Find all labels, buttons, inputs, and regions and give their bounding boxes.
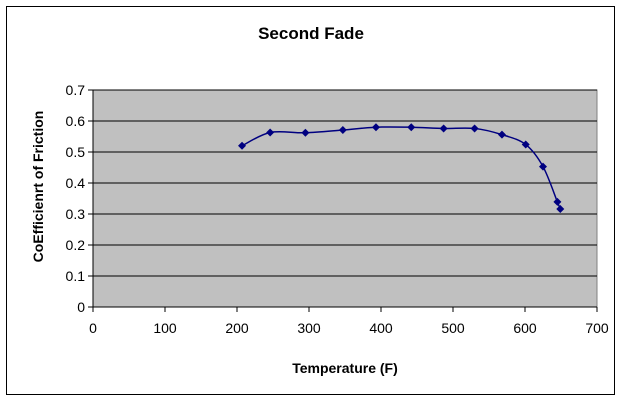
data-point-marker xyxy=(539,162,547,171)
gridlines xyxy=(93,89,597,277)
data-point-marker xyxy=(439,124,448,133)
data-point-marker xyxy=(301,128,310,137)
chart-title: Second Fade xyxy=(258,24,364,43)
y-tick-label: 0.5 xyxy=(66,144,86,160)
y-axis-title: CoEfficienrt of Friction xyxy=(30,111,46,263)
chart-svg: 0 0.1 0.2 0.3 0.4 0.5 0.6 0.7 0 100 200 300 400 500 60… xyxy=(30,24,609,376)
x-tick-label: 300 xyxy=(297,320,321,336)
x-tick-label: 500 xyxy=(441,320,465,336)
data-point-marker xyxy=(238,141,247,150)
chart-frame: 0 0.1 0.2 0.3 0.4 0.5 0.6 0.7 0 100 200 300 400 500 60… xyxy=(6,6,615,395)
x-tick-label: 400 xyxy=(369,320,393,336)
data-point-marker xyxy=(553,197,562,206)
y-tick-label: 0.7 xyxy=(66,82,86,98)
series-group xyxy=(238,123,565,214)
y-tick-label: 0.6 xyxy=(66,113,86,129)
x-tick-label: 600 xyxy=(513,320,537,336)
plot-area xyxy=(92,89,598,308)
data-point-marker xyxy=(371,123,380,132)
data-point-marker xyxy=(407,123,416,132)
x-tick-label: 200 xyxy=(225,320,249,336)
data-point-marker xyxy=(338,125,347,134)
axes xyxy=(88,89,598,312)
data-point-marker xyxy=(497,130,506,139)
x-tick-label: 700 xyxy=(585,320,609,336)
data-point-marker xyxy=(266,128,275,137)
y-tick-label: 0.1 xyxy=(66,268,86,284)
y-tick-label: 0.3 xyxy=(66,206,86,222)
x-tick-label: 100 xyxy=(153,320,177,336)
data-point-marker xyxy=(521,140,530,149)
y-tick-label: 0.4 xyxy=(66,175,86,191)
tick-labels: 0 0.1 0.2 0.3 0.4 0.5 0.6 0.7 0 100 200 300 400 500 60… xyxy=(66,82,609,336)
y-tick-label: 0.2 xyxy=(66,237,86,253)
y-tick-label: 0 xyxy=(77,299,85,315)
x-axis-title: Temperature (F) xyxy=(292,360,398,376)
data-point-marker xyxy=(556,205,565,214)
x-tick-label: 0 xyxy=(89,320,97,336)
data-point-marker xyxy=(470,124,479,133)
